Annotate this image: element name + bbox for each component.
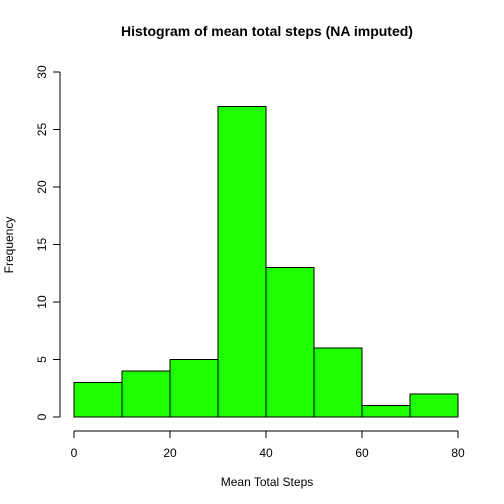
bar-60-70: [361, 405, 411, 418]
x-tick-label: 20: [163, 446, 177, 460]
y-tick-label: 10: [35, 295, 49, 309]
y-tick-label: 20: [35, 180, 49, 194]
bars-group: [73, 106, 459, 418]
x-tick-label: 60: [355, 446, 369, 460]
bar-40-50: [265, 267, 315, 418]
chart-title: Histogram of mean total steps (NA impute…: [121, 23, 413, 39]
x-tick-label: 80: [451, 446, 465, 460]
bar-20-30: [169, 359, 219, 418]
x-tick-label: 0: [71, 446, 78, 460]
x-axis-label: Mean Total Steps: [221, 475, 314, 489]
y-tick-label: 5: [35, 356, 49, 363]
x-axis: 0 20 40 60 80: [71, 430, 465, 460]
y-tick-label: 25: [35, 123, 49, 137]
y-tick-label: 0: [35, 413, 49, 420]
y-axis: 0 5 10 15 20 25 30: [35, 65, 61, 420]
x-tick-label: 40: [259, 446, 273, 460]
y-tick-label: 30: [35, 65, 49, 79]
bar-0-10: [73, 382, 123, 418]
y-tick-label: 15: [35, 238, 49, 252]
bar-30-40: [217, 106, 267, 418]
bar-10-20: [121, 370, 171, 418]
bar-50-60: [313, 347, 363, 418]
y-axis-label: Frequency: [2, 217, 16, 274]
bar-70-80: [409, 393, 459, 418]
